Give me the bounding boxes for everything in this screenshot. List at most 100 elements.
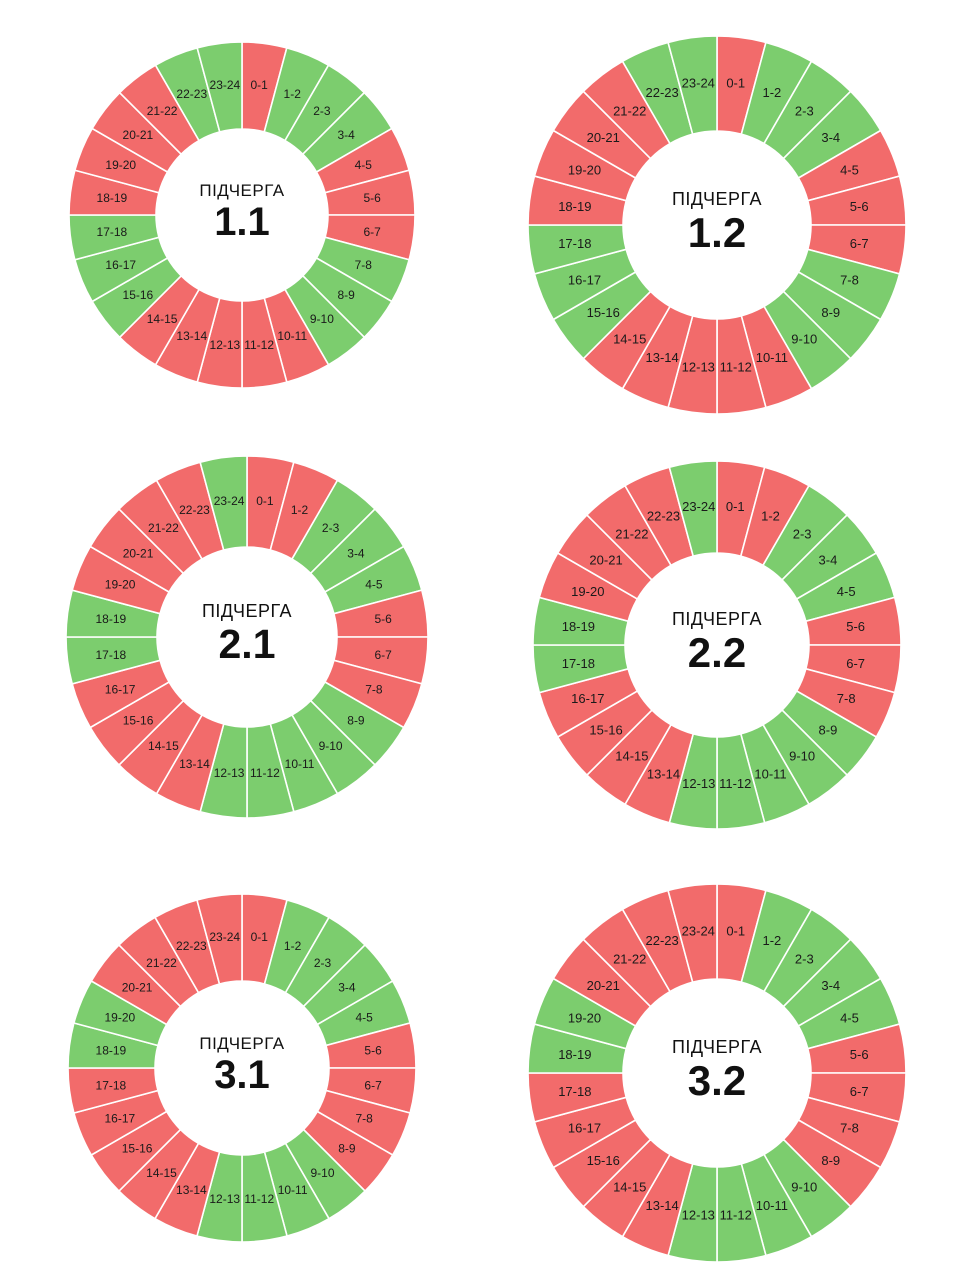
hour-label: 8-9 [819,723,838,738]
schedule-wheel-svg: 0-11-22-33-44-55-66-77-88-99-1010-1111-1… [65,455,429,819]
hour-label: 3-4 [347,546,365,560]
schedule-wheel-2-1: 0-1 1-2 2-3 3-4 4-5 5-6 6-7 7-8 8-9 9-10 10-11 11-1… [64,454,430,820]
hour-label: 2-3 [313,104,331,118]
schedule-wheel-svg: 0-11-22-33-44-55-66-77-88-99-1010-1111-1… [527,883,907,1263]
schedule-wheel-svg: 0-11-22-33-44-55-66-77-88-99-1010-1111-1… [532,460,902,830]
hour-label: 10-11 [285,757,315,771]
hour-label: 23-24 [682,923,715,938]
hour-label: 5-6 [850,1047,869,1062]
hour-label: 12-13 [682,1208,715,1223]
hour-label: 13-14 [645,350,678,365]
hour-label: 3-4 [821,978,840,993]
hour-label: 21-22 [613,104,646,119]
hour-label: 12-13 [682,360,715,375]
subqueue-number: 2.1 [218,621,276,668]
hour-label: 8-9 [338,1142,356,1156]
hour-label: 22-23 [176,939,207,953]
hour-segment-23-24 [196,41,243,133]
hour-label: 12-13 [682,776,715,791]
hour-label: 17-18 [96,648,127,662]
hour-label: 1-2 [284,939,302,953]
hour-label: 0-1 [726,75,745,90]
hour-label: 12-13 [209,1192,240,1206]
subqueue-number: 3.1 [214,1052,270,1097]
hour-label: 4-5 [837,584,856,599]
hour-label: 14-15 [148,739,179,753]
hour-label: 4-5 [365,577,383,591]
hour-label: 9-10 [310,1166,334,1180]
hour-label: 20-21 [587,130,620,145]
hour-label: 17-18 [97,225,128,239]
hour-label: 18-19 [558,199,591,214]
hour-label: 14-15 [146,1166,177,1180]
hour-label: 1-2 [291,503,309,517]
hour-label: 16-17 [105,683,136,697]
hour-label: 16-17 [571,691,604,706]
hour-label: 21-22 [147,104,178,118]
hour-label: 14-15 [613,331,646,346]
schedule-wheel-1-1: 0-1 1-2 2-3 3-4 4-5 5-6 6-7 7-8 8-9 9-10 10-11 11-1… [67,40,417,390]
hour-label: 5-6 [374,612,392,626]
hour-label: 11-12 [244,1192,274,1206]
hour-label: 0-1 [726,499,745,514]
subqueue-caption: ПІДЧЕРГА [201,601,293,621]
hour-label: 10-11 [756,350,788,365]
hour-label: 19-20 [104,1010,135,1024]
hour-segment-23-24 [667,883,718,984]
hour-label: 23-24 [209,930,240,944]
hour-label: 9-10 [791,1179,817,1194]
hour-label: 8-9 [821,1153,840,1168]
hour-label: 6-7 [363,225,381,239]
hour-label: 6-7 [374,648,392,662]
hour-label: 12-13 [214,766,245,780]
hour-label: 15-16 [587,305,620,320]
hour-label: 20-21 [589,552,622,567]
hour-label: 14-15 [613,1179,646,1194]
hour-label: 18-19 [96,1044,127,1058]
hour-label: 10-11 [754,767,786,782]
hour-label: 23-24 [682,75,715,90]
hour-label: 19-20 [568,163,601,178]
hour-label: 5-6 [846,619,865,634]
hour-label: 15-16 [589,723,622,738]
subqueue-caption: ПІДЧЕРГА [671,189,763,209]
hour-label: 19-20 [571,584,604,599]
hour-label: 23-24 [210,78,241,92]
hour-label: 9-10 [789,748,815,763]
hour-label: 6-7 [850,1084,869,1099]
hour-label: 8-9 [347,714,365,728]
hour-label: 9-10 [310,312,334,326]
hour-label: 20-21 [122,980,153,994]
hour-label: 6-7 [850,236,869,251]
hour-label: 8-9 [821,305,840,320]
hour-label: 3-4 [819,552,838,567]
schedule-wheel-svg: 0-11-22-33-44-55-66-77-88-99-1010-1111-1… [67,893,417,1243]
hour-label: 16-17 [568,1120,601,1135]
hour-label: 3-4 [337,128,355,142]
hour-label: 18-19 [97,191,128,205]
hour-label: 17-18 [562,656,595,671]
schedule-wheel-1-2: 0-1 1-2 2-3 3-4 4-5 5-6 6-7 7-8 8-9 9-10 10-11 11-1… [526,34,908,416]
hour-label: 5-6 [364,1044,382,1058]
hour-label: 6-7 [846,656,865,671]
hour-label: 4-5 [840,163,859,178]
hour-label: 22-23 [645,933,678,948]
hour-label: 23-24 [682,499,715,514]
hour-label: 19-20 [105,577,136,591]
hour-label: 16-17 [105,258,136,272]
hour-label: 22-23 [645,85,678,100]
hour-label: 5-6 [850,199,869,214]
hour-label: 8-9 [337,288,355,302]
hour-label: 7-8 [840,272,859,287]
hour-label: 2-3 [793,527,812,542]
hour-label: 17-18 [558,1084,591,1099]
hour-label: 7-8 [365,683,383,697]
hour-label: 7-8 [355,258,373,272]
hour-label: 11-12 [720,360,752,375]
hour-label: 20-21 [123,546,154,560]
hour-label: 15-16 [123,288,154,302]
hour-label: 1-2 [284,87,302,101]
hour-label: 17-18 [558,236,591,251]
hour-label: 11-12 [719,776,751,791]
hour-label: 16-17 [104,1112,135,1126]
